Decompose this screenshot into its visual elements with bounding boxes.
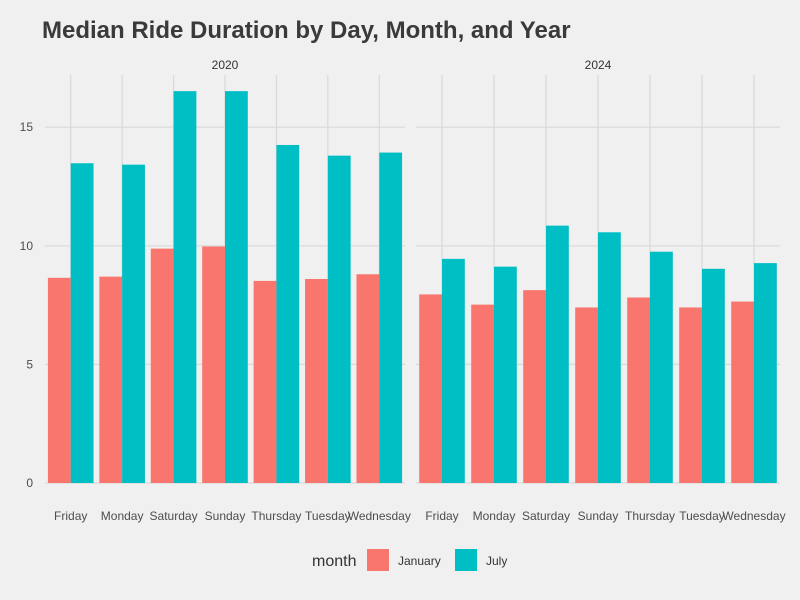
bar-january	[305, 279, 328, 483]
y-tick-label: 0	[26, 476, 33, 490]
bar-july	[546, 225, 569, 483]
x-tick-label: Monday	[101, 509, 144, 523]
y-tick-label: 15	[20, 120, 34, 134]
facet-panel-2024: 2024 Friday Monday Saturday Sunday Thursday Tu…	[416, 58, 786, 523]
bar-july	[327, 155, 351, 483]
legend-key-january	[367, 549, 389, 571]
bar-july	[650, 251, 673, 483]
bar-january	[150, 248, 174, 483]
x-tick-label: Friday	[54, 509, 87, 523]
y-tick-label: 5	[26, 357, 33, 371]
bar-january	[419, 294, 442, 483]
x-tick-label: Thursday	[251, 509, 301, 523]
bar-july	[379, 152, 403, 483]
bar-january	[471, 304, 494, 483]
plot-area: 0 5 10 15 2020 Friday Monday Saturday Sunday Thur…	[20, 58, 786, 523]
bar-july	[754, 263, 777, 483]
bar-july	[442, 258, 465, 483]
bar-july	[122, 164, 145, 484]
legend-title: month	[312, 553, 356, 570]
facet-label: 2024	[585, 58, 612, 72]
bar-january	[202, 246, 225, 483]
bar-july	[702, 268, 725, 483]
bar-january	[253, 280, 277, 483]
bar-january	[47, 277, 71, 483]
y-tick-label: 10	[20, 239, 34, 253]
bar-july	[494, 266, 517, 483]
bar-january	[575, 307, 598, 483]
bar-january	[679, 307, 702, 483]
chart-title: Median Ride Duration by Day, Month, and …	[42, 17, 571, 44]
x-tick-label: Friday	[425, 509, 458, 523]
x-tick-label: Wednesday	[348, 509, 411, 523]
bar-january	[99, 276, 123, 483]
facet-label: 2020	[212, 58, 239, 72]
legend: month January July	[312, 549, 507, 571]
bar-january	[731, 301, 754, 483]
bar-january	[627, 297, 650, 483]
bar-july	[225, 91, 248, 483]
x-tick-label: Thursday	[625, 509, 675, 523]
bar-july	[173, 91, 197, 483]
legend-label: July	[486, 554, 507, 568]
facet-panel-2020: 2020 Friday Monday Saturday Sunday Thursday Tu…	[45, 58, 411, 523]
x-tick-label: Monday	[473, 509, 516, 523]
bar-july	[276, 144, 300, 483]
legend-label: January	[398, 554, 441, 568]
bar-january	[523, 290, 546, 483]
x-tick-label: Sunday	[205, 509, 246, 523]
x-tick-label: Saturday	[522, 509, 570, 523]
x-tick-label: Tuesday	[679, 509, 725, 523]
x-tick-label: Saturday	[150, 509, 198, 523]
bar-july	[598, 232, 621, 483]
x-tick-label: Wednesday	[722, 509, 785, 523]
bar-july	[70, 163, 94, 483]
x-tick-label: Tuesday	[305, 509, 351, 523]
legend-key-july	[455, 549, 477, 571]
bar-january	[356, 274, 380, 483]
x-tick-label: Sunday	[578, 509, 619, 523]
